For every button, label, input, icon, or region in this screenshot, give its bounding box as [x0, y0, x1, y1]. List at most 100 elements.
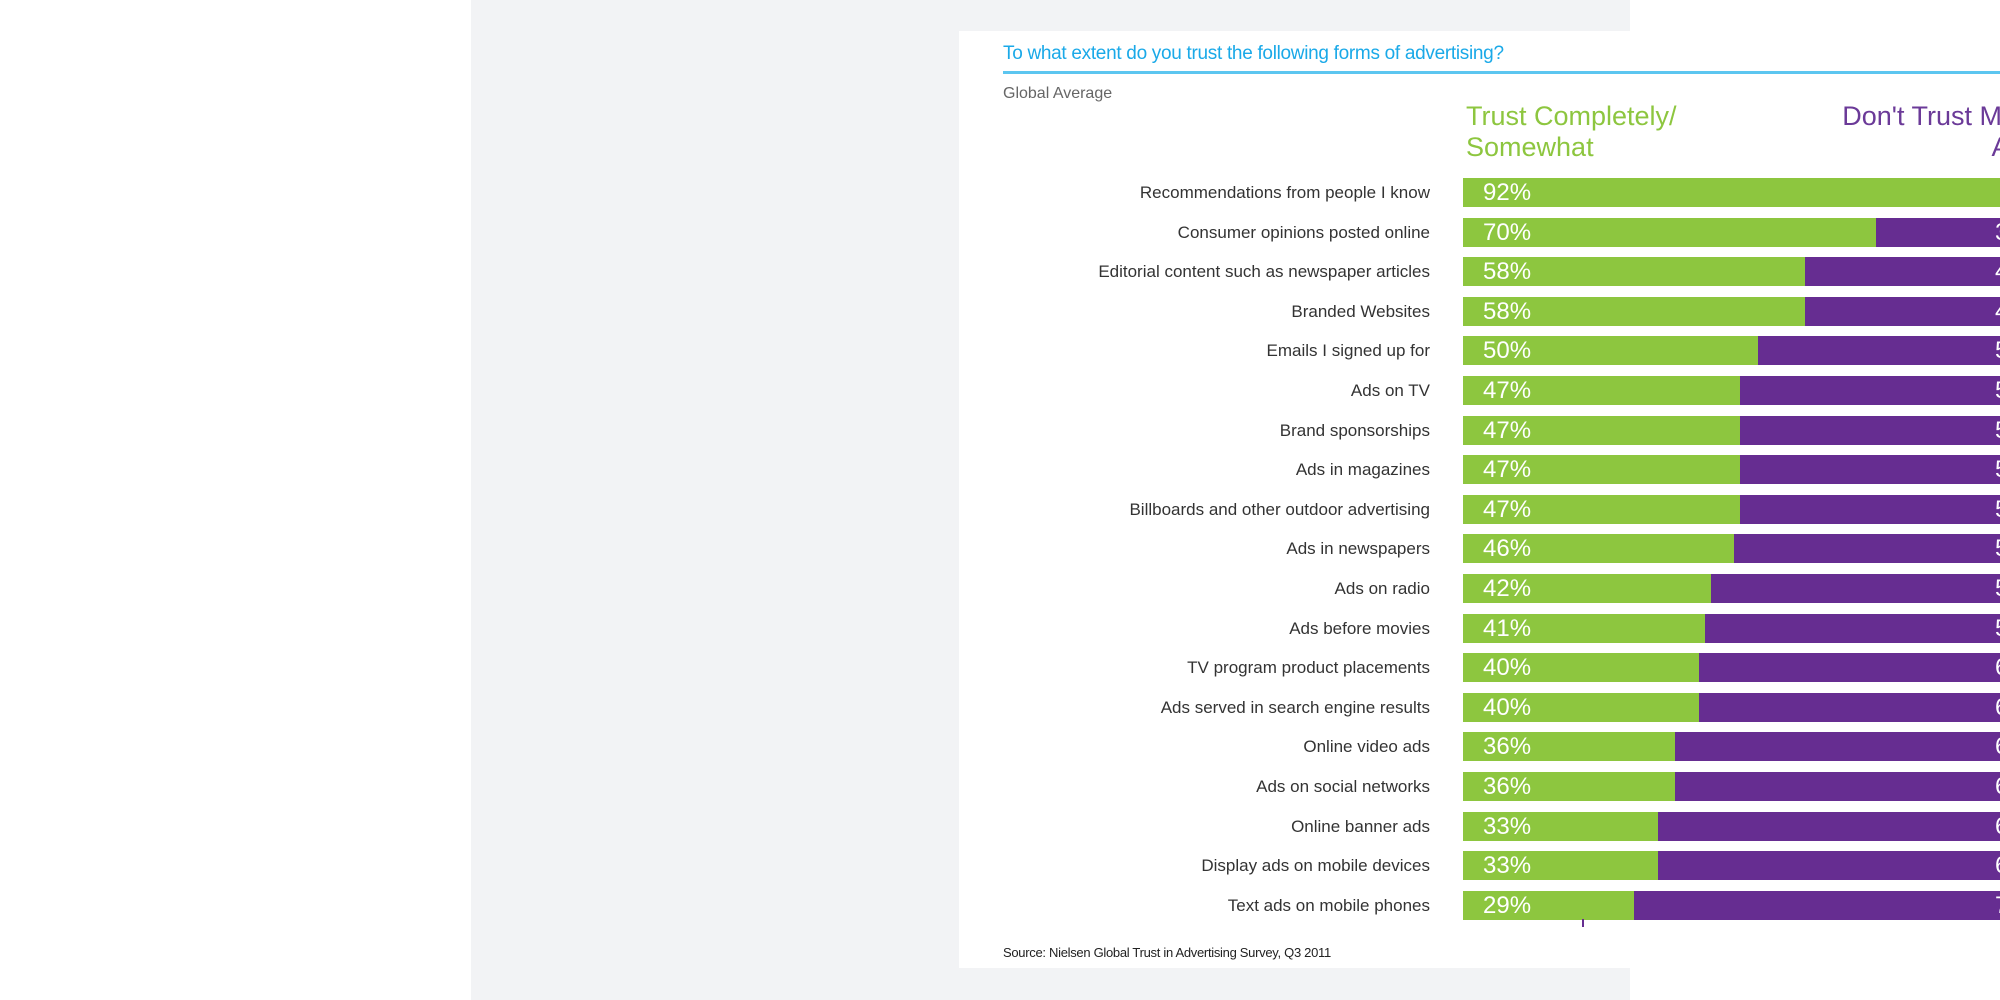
value-label-trust: 40% — [1483, 654, 1532, 682]
chart-card: To what extent do you trust the followin… — [959, 31, 2000, 968]
table-row: Editorial content such as newspaper arti… — [959, 257, 2000, 287]
table-row: Ads in magazines 47% 53% — [959, 455, 2000, 485]
value-label-trust: 58% — [1483, 297, 1532, 325]
table-row: Display ads on mobile devices 33% 67% — [959, 851, 2000, 881]
value-label-trust: 33% — [1483, 812, 1532, 840]
value-label-distrust: 71% — [1995, 891, 2000, 920]
bar-trust: 92% — [1463, 178, 2000, 207]
bar-distrust: 53% — [1740, 415, 2000, 445]
chart-subtitle: Global Average — [1003, 85, 1113, 102]
category-label: Brand sponsorships — [1279, 420, 1430, 440]
category-label: Editorial content such as newspaper arti… — [1098, 262, 1430, 282]
value-label-distrust: 64% — [1995, 732, 2000, 761]
value-label-distrust: 53% — [1995, 455, 2000, 484]
table-row: Ads served in search engine results 40% 60… — [959, 692, 2000, 722]
bar-trust: 42% — [1463, 574, 1711, 603]
value-label-distrust: 53% — [1995, 495, 2000, 524]
bar-trust: 40% — [1463, 653, 1699, 683]
value-label-trust: 70% — [1483, 218, 1532, 246]
value-label-distrust: 42% — [1995, 297, 2000, 326]
category-label: Display ads on mobile devices — [1201, 856, 1430, 876]
page-background: To what extent do you trust the followin… — [471, 0, 2000, 1000]
value-label-trust: 47% — [1483, 456, 1532, 484]
value-label-distrust: 50% — [1995, 336, 2000, 365]
category-label: Ads in newspapers — [1286, 539, 1430, 559]
bar-distrust: 54% — [1734, 534, 2000, 564]
value-label-trust: 33% — [1483, 852, 1532, 880]
legend-trust: Trust Completely/ Somewhat — [1466, 101, 1677, 163]
value-label-trust: 40% — [1483, 693, 1532, 721]
bar-distrust: 64% — [1675, 772, 2000, 801]
chart-title: To what extent do you trust the followin… — [1003, 43, 1504, 64]
table-row: Billboards and other outdoor advertising… — [959, 494, 2000, 524]
legend-trust-line1: Trust Completely/ — [1466, 101, 1677, 131]
bar-distrust: 59% — [1704, 613, 2000, 643]
bar-distrust: 58% — [1710, 574, 2000, 603]
bar-distrust: 30% — [1876, 217, 2000, 247]
bar-distrust: 71% — [1634, 890, 2000, 920]
category-label: Ads on TV — [1350, 381, 1430, 400]
value-label-trust: 47% — [1483, 377, 1532, 404]
value-label-trust: 50% — [1483, 337, 1532, 365]
bar-distrust: 50% — [1758, 336, 2000, 366]
value-label-distrust: 58% — [1995, 574, 2000, 603]
table-row: Ads on radio 42% 58% — [959, 574, 2000, 603]
value-label-distrust: 53% — [1995, 376, 2000, 405]
bar-trust: 47% — [1463, 415, 1741, 445]
value-label-trust: 36% — [1483, 733, 1532, 761]
value-label-distrust: 67% — [1995, 812, 2000, 841]
value-label-trust: 36% — [1483, 773, 1532, 800]
category-label: Ads served in search engine results — [1160, 697, 1430, 717]
table-row: Online banner ads 33% 67% — [959, 811, 2000, 841]
bar-trust: 47% — [1463, 376, 1741, 405]
value-label-trust: 47% — [1483, 495, 1532, 523]
bar-distrust: 53% — [1740, 376, 2000, 405]
table-row: TV program product placements 40% 60% — [959, 653, 2000, 683]
table-row: Text ads on mobile phones 29% 71% — [959, 890, 2000, 920]
value-label-distrust: 42% — [1995, 257, 2000, 286]
category-label: Branded Websites — [1291, 301, 1430, 321]
table-row: Online video ads 36% 64% — [959, 732, 2000, 762]
category-label: Emails I signed up for — [1266, 341, 1430, 361]
value-label-distrust: 60% — [1995, 693, 2000, 722]
axis-tick — [1582, 919, 1584, 927]
bar-trust: 41% — [1463, 613, 1705, 643]
category-label: Ads on radio — [1334, 579, 1430, 598]
category-label: TV program product placements — [1187, 658, 1430, 678]
bar-trust: 70% — [1463, 217, 1876, 247]
bar-trust: 40% — [1463, 692, 1699, 722]
category-label: Ads in magazines — [1295, 460, 1430, 480]
bar-distrust: 60% — [1699, 653, 2000, 683]
table-row: Ads before movies 41% 59% — [959, 613, 2000, 643]
bar-trust: 58% — [1463, 257, 1806, 287]
category-label: Text ads on mobile phones — [1227, 895, 1430, 915]
bar-trust: 36% — [1463, 732, 1676, 762]
bar-distrust: 42% — [1805, 257, 2000, 287]
value-label-distrust: 30% — [1995, 218, 2000, 247]
category-label: Online video ads — [1303, 737, 1430, 757]
value-label-trust: 58% — [1483, 258, 1532, 286]
category-label: Recommendations from people I know — [1139, 183, 1430, 202]
title-divider — [1003, 71, 2000, 74]
table-row: Brand sponsorships 47% 53% — [959, 415, 2000, 445]
table-row: Ads on TV 47% 53% — [959, 376, 2000, 405]
category-label: Consumer opinions posted online — [1177, 222, 1430, 242]
value-label-distrust: 60% — [1995, 653, 2000, 682]
value-label-distrust: 59% — [1995, 614, 2000, 643]
value-label-distrust: 53% — [1995, 416, 2000, 445]
bar-distrust: 53% — [1740, 494, 2000, 524]
value-label-trust: 42% — [1483, 575, 1532, 602]
value-label-distrust: 67% — [1995, 851, 2000, 880]
bar-distrust: 60% — [1699, 692, 2000, 722]
bar-distrust: 42% — [1805, 296, 2000, 326]
category-label: Ads before movies — [1289, 618, 1430, 638]
bar-trust: 33% — [1463, 851, 1658, 881]
legend-distrust: Don't Trust Much/ At All — [1842, 101, 2000, 163]
table-row: Branded Websites 58% 42% — [959, 296, 2000, 326]
legend-trust-line2: Somewhat — [1466, 132, 1594, 162]
bar-trust: 47% — [1463, 494, 1741, 524]
bar-distrust: 67% — [1657, 811, 2000, 841]
legend-distrust-line1: Don't Trust Much/ — [1842, 101, 2000, 131]
category-label: Online banner ads — [1291, 816, 1430, 836]
